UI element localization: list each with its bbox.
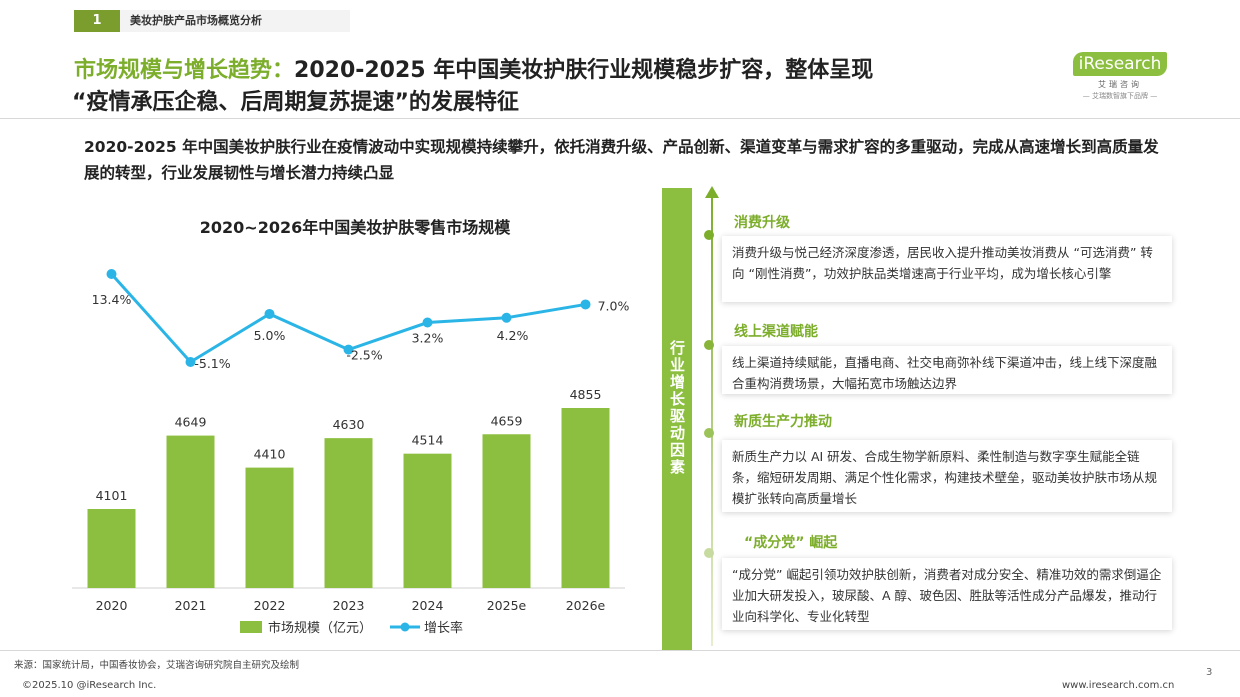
growth-rate-point (343, 344, 354, 355)
growth-rate-point (422, 317, 433, 328)
x-tick-label: 2022 (254, 598, 286, 613)
timeline-arrow-icon (705, 186, 719, 198)
market-size-chart: 4101 2020 4649 2021 4410 2022 4630 2023 4514 2024… (72, 269, 630, 636)
timeline-line (705, 186, 719, 646)
bar-value-label: 4101 (96, 488, 128, 503)
timeline-dot (704, 340, 714, 350)
factor-title: “成分党” 崛起 (744, 535, 838, 551)
driver-label: 行业增长驱动因素 (668, 340, 686, 476)
page-title-line2: “疫情承压企稳、后周期复苏提速”的发展特征 (72, 90, 519, 115)
page-title-highlight: 市场规模与增长趋势： (74, 58, 295, 83)
copyright: ©2025.10 @iResearch Inc. (22, 680, 157, 691)
logo-cn: 艾瑞咨询 (1098, 80, 1142, 89)
growth-rate-label: 4.2% (497, 328, 529, 343)
bar (482, 434, 531, 588)
growth-rate-label: 5.0% (254, 328, 286, 343)
bar (403, 453, 452, 588)
top-divider (0, 118, 1240, 119)
chart-title: 2020~2026年中国美妆护肤零售市场规模 (199, 218, 511, 237)
factor-title: 消费升级 (734, 215, 790, 231)
timeline-dot (704, 428, 714, 438)
legend-line-marker (400, 622, 410, 632)
factor-box: 线上渠道持续赋能，直播电商、社交电商弥补线下渠道冲击，线上线下深度融合重构消费场… (722, 346, 1172, 394)
growth-rate-label: 3.2% (412, 331, 444, 346)
logo-brand: iResearch (1072, 52, 1168, 76)
bar-value-label: 4855 (570, 387, 602, 402)
x-tick-label: 2024 (412, 598, 444, 613)
legend-bar-label: 市场规模（亿元） (268, 620, 372, 636)
factor-title: 新质生产力推动 (734, 414, 832, 430)
section-title: 美妆护肤产品市场概览分析 (120, 10, 350, 32)
bar-value-label: 4659 (491, 413, 523, 428)
growth-rate-point (185, 357, 196, 367)
growth-rate-point (501, 312, 512, 323)
section-number: 1 (74, 10, 120, 32)
growth-rate-label: 7.0% (598, 298, 630, 313)
factor-title: 线上渠道赋能 (734, 324, 818, 340)
page-title-rest: 2020-2025 年中国美妆护肤行业规模稳步扩容，整体呈现 (294, 58, 874, 83)
bar (245, 467, 294, 588)
timeline-dot (704, 548, 714, 558)
legend-bar-swatch (240, 621, 262, 633)
factor-box: 新质生产力以 AI 研发、合成生物学新原料、柔性制造与数字孪生赋能全链条，缩短研… (722, 440, 1172, 512)
bar (324, 438, 373, 588)
growth-rate-point (106, 269, 117, 279)
timeline-dot (704, 230, 714, 240)
x-tick-label: 2023 (333, 598, 365, 613)
bottom-divider (0, 650, 1240, 651)
growth-rate-label: 13.4% (92, 292, 132, 307)
bar-value-label: 4410 (254, 447, 286, 462)
x-tick-label: 2026e (566, 598, 606, 613)
growth-rate-point (580, 299, 591, 310)
bar (561, 408, 610, 588)
growth-rate-label: -2.5% (346, 348, 382, 363)
iresearch-logo: iResearch 艾瑞咨询 — 艾瑞数智旗下品牌 — (1070, 52, 1170, 101)
x-tick-label: 2020 (96, 598, 128, 613)
bar-value-label: 4649 (175, 415, 207, 430)
source-note: 来源：国家统计局，中国香妆协会，艾瑞咨询研究院自主研究及绘制 (14, 660, 300, 671)
factor-box: 消费升级与悦己经济深度渗透，居民收入提升推动美妆消费从 “可选消费” 转向 “刚… (722, 236, 1172, 302)
vertical-divider-bar (662, 188, 692, 650)
bar-value-label: 4514 (412, 433, 444, 448)
bar (166, 435, 215, 588)
page-title: 市场规模与增长趋势：2020-2025 年中国美妆护肤行业规模稳步扩容，整体呈现 (74, 52, 873, 84)
bar-value-label: 4630 (333, 417, 365, 432)
factor-box: “成分党” 崛起引领功效护肤创新，消费者对成分安全、精准功效的需求倒逼企业加大研… (722, 558, 1172, 630)
site-url: www.iresearch.com.cn (1062, 680, 1175, 691)
page-number: 3 (1206, 667, 1213, 678)
summary-text: 2020-2025 年中国美妆护肤行业在疫情波动中实现规模持续攀升，依托消费升级… (84, 138, 1159, 182)
logo-tag: — 艾瑞数智旗下品牌 — (1082, 92, 1158, 100)
growth-rate-label: -5.1% (194, 356, 230, 371)
growth-rate-point (264, 308, 275, 319)
x-tick-label: 2021 (175, 598, 207, 613)
bar (87, 509, 136, 588)
timeline-stem (711, 196, 713, 646)
legend-line-label: 增长率 (424, 620, 463, 636)
x-tick-label: 2025e (487, 598, 527, 613)
